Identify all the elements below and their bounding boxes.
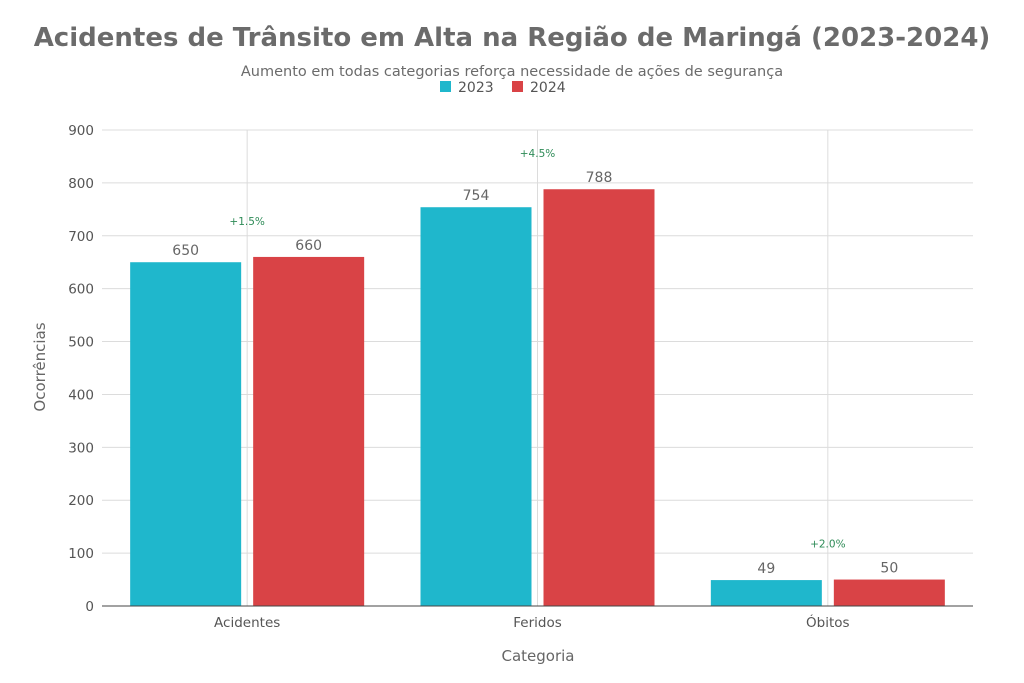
chart-subtitle: Aumento em todas categorias reforça nece… <box>241 64 783 80</box>
bar-value-label: 660 <box>295 238 322 254</box>
x-axis-title: Categoria <box>501 647 574 665</box>
value-labels: 650 660 +1.5% 754 788 +4.5% 49 50 +2.0% <box>172 148 898 577</box>
chart-title: Acidentes de Trânsito em Alta na Região … <box>34 23 991 53</box>
x-tick-label: Feridos <box>513 615 562 631</box>
y-tick-label: 100 <box>68 546 94 562</box>
bar-2023[interactable] <box>130 262 242 606</box>
pct-change-annotation: +1.5% <box>229 216 264 228</box>
gridlines <box>102 129 973 606</box>
y-tick-label: 900 <box>68 123 94 139</box>
y-tick-label: 300 <box>68 440 94 456</box>
y-tick-label: 400 <box>68 387 94 403</box>
bar-2024[interactable] <box>253 256 365 606</box>
bar-value-label: 650 <box>172 243 199 259</box>
legend-label: 2024 <box>530 80 566 96</box>
bar-2024[interactable] <box>543 189 655 607</box>
bar-value-label: 49 <box>757 561 775 577</box>
y-tick-label: 200 <box>68 493 94 509</box>
x-tick-label: Óbitos <box>806 613 850 631</box>
y-tick-label: 500 <box>68 335 94 351</box>
y-axis-ticks: 0 100 200 300 400 500 600 700 800 900 <box>68 123 94 615</box>
x-tick-label: Acidentes <box>214 615 280 631</box>
bar-2024[interactable] <box>833 579 945 606</box>
y-tick-label: 700 <box>68 229 94 245</box>
legend-swatch <box>440 81 451 92</box>
bar-value-label: 754 <box>463 188 490 204</box>
pct-change-annotation: +2.0% <box>810 539 845 551</box>
x-axis-ticks: Acidentes Feridos Óbitos <box>214 613 850 631</box>
y-tick-label: 800 <box>68 176 94 192</box>
bar-value-label: 50 <box>880 561 898 577</box>
bar-value-label: 788 <box>586 170 613 186</box>
bar-2023[interactable] <box>710 580 822 606</box>
bar-2023[interactable] <box>420 207 532 606</box>
legend: 2023 2024 <box>440 80 566 96</box>
y-axis-title: Ocorrências <box>31 322 49 411</box>
legend-label: 2023 <box>458 80 494 96</box>
y-tick-label: 600 <box>68 282 94 298</box>
legend-swatch <box>512 81 523 92</box>
pct-change-annotation: +4.5% <box>520 148 555 160</box>
bars <box>130 189 945 607</box>
y-tick-label: 0 <box>85 599 94 615</box>
